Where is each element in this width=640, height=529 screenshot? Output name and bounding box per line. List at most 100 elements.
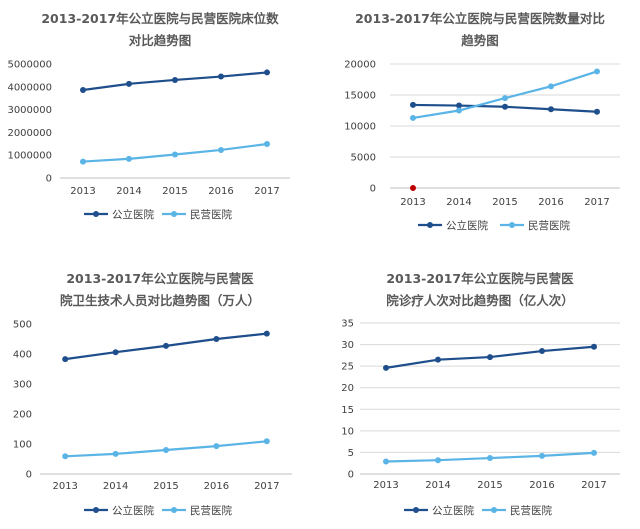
x-tick-label: 2015 bbox=[492, 197, 517, 208]
y-tick-label: 200 bbox=[13, 410, 32, 421]
y-tick-label: 0 bbox=[370, 184, 376, 195]
y-tick-label: 0 bbox=[348, 470, 354, 481]
x-tick-label: 2013 bbox=[373, 480, 398, 491]
x-tick-label: 2017 bbox=[254, 186, 279, 197]
x-tick-label: 2015 bbox=[477, 480, 502, 491]
legend-label-public: 公立医院 bbox=[112, 208, 154, 221]
legend-marker-private bbox=[171, 211, 177, 217]
legend-label-private: 民营医院 bbox=[190, 208, 232, 221]
data-point-private bbox=[126, 155, 132, 162]
legend-label-public: 公立医院 bbox=[112, 504, 154, 517]
chart-title-line1: 2013-2017年公立医院与民营医院床位数 bbox=[41, 11, 279, 26]
data-point-public bbox=[264, 69, 270, 76]
legend-marker-public bbox=[413, 507, 419, 513]
data-point-public bbox=[539, 348, 545, 355]
data-point-private bbox=[112, 450, 119, 457]
chart-title: 2013-2017年公立医院与民营医院床位数 对比趋势图 bbox=[0, 8, 320, 52]
x-tick-label: 2014 bbox=[446, 197, 471, 208]
x-tick-label: 2015 bbox=[162, 186, 187, 197]
data-point-private bbox=[502, 95, 508, 102]
x-tick-label: 2014 bbox=[425, 480, 450, 491]
x-tick-label: 2013 bbox=[70, 186, 95, 197]
data-point-private bbox=[383, 458, 389, 465]
x-tick-label: 2014 bbox=[116, 186, 141, 197]
x-tick-label: 2016 bbox=[208, 186, 233, 197]
data-point-private bbox=[591, 449, 597, 456]
chart-visits: 2013-2017年公立医院与民营医 院诊疗人次对比趋势图（亿人次） 0 5 10 1… bbox=[320, 265, 640, 529]
y-tick-label: 5000 bbox=[351, 153, 376, 164]
data-point-private bbox=[172, 151, 178, 158]
y-tick-label: 35 bbox=[341, 319, 354, 330]
origin-marker bbox=[410, 185, 416, 191]
y-tick-label: 20000 bbox=[344, 60, 376, 71]
y-tick-label: 10000 bbox=[344, 122, 376, 133]
data-point-private bbox=[456, 107, 462, 114]
data-point-public bbox=[435, 356, 441, 363]
legend-label-public: 公立医院 bbox=[432, 504, 474, 517]
data-point-private bbox=[435, 457, 441, 464]
y-tick-label: 1000000 bbox=[7, 151, 52, 162]
legend-marker-public bbox=[93, 507, 99, 513]
data-point-private bbox=[548, 83, 554, 90]
data-point-private bbox=[594, 68, 600, 75]
x-tick-label: 2016 bbox=[538, 197, 563, 208]
data-point-private bbox=[163, 447, 169, 453]
data-point-public bbox=[126, 80, 132, 87]
data-point-public bbox=[172, 76, 178, 83]
data-point-private bbox=[264, 141, 270, 148]
x-tick-label: 2017 bbox=[584, 197, 609, 208]
chart-svg: 0 5 10 15 20 25 30 35 2013 2014 2015 2016 2017 公立医院 民营… bbox=[341, 319, 620, 517]
legend-label-private: 民营医院 bbox=[510, 504, 552, 517]
x-tick-label: 2016 bbox=[529, 480, 554, 491]
chart-svg: 0 100 200 300 400 500 2013 2014 2015 2016 2017 公立医院… bbox=[13, 320, 292, 517]
data-point-public bbox=[80, 86, 86, 93]
data-point-private bbox=[218, 146, 224, 153]
y-tick-label: 30 bbox=[341, 340, 354, 351]
data-point-public bbox=[263, 330, 270, 337]
data-point-public bbox=[594, 108, 600, 115]
chart-svg: 0 5000 10000 15000 20000 2013 2014 2015 2016 2017… bbox=[344, 60, 620, 232]
data-point-public bbox=[163, 342, 169, 349]
chart-title: 2013-2017年公立医院与民营医 院卫生技术人员对比趋势图（万人） bbox=[0, 268, 320, 312]
legend-label-public: 公立医院 bbox=[446, 219, 488, 232]
data-point-public bbox=[487, 354, 493, 361]
x-tick-label: 2016 bbox=[204, 481, 229, 492]
y-tick-label: 5 bbox=[348, 448, 354, 459]
y-tick-label: 20 bbox=[341, 383, 354, 394]
chart-title-line2: 趋势图 bbox=[461, 33, 499, 48]
data-point-public bbox=[213, 336, 220, 342]
chart-title-line1: 2013-2017年公立医院与民营医院数量对比 bbox=[355, 11, 605, 26]
chart-svg: 0 1000000 2000000 3000000 4000000 5000000 2013… bbox=[7, 60, 290, 221]
data-point-private bbox=[62, 453, 69, 460]
y-tick-label: 3000000 bbox=[7, 105, 52, 116]
chart-title-line2: 院诊疗人次对比趋势图（亿人次） bbox=[386, 293, 574, 308]
chart-title-line2: 院卫生技术人员对比趋势图（万人） bbox=[59, 293, 260, 308]
data-point-public bbox=[591, 343, 597, 350]
y-tick-label: 15 bbox=[341, 405, 354, 416]
data-point-public bbox=[62, 356, 69, 363]
y-tick-label: 2000000 bbox=[7, 128, 52, 139]
data-point-public bbox=[410, 101, 416, 108]
data-point-private bbox=[410, 114, 416, 121]
data-point-public bbox=[456, 102, 462, 109]
x-tick-label: 2013 bbox=[400, 197, 425, 208]
data-point-private bbox=[487, 455, 493, 462]
y-tick-label: 100 bbox=[13, 440, 32, 451]
x-tick-label: 2017 bbox=[254, 481, 279, 492]
x-tick-label: 2014 bbox=[103, 481, 128, 492]
chart-title-line1: 2013-2017年公立医院与民营医 bbox=[386, 271, 574, 286]
chart-hospital-count: 2013-2017年公立医院与民营医院数量对比 趋势图 0 5000 10000 15… bbox=[320, 0, 640, 250]
y-tick-label: 4000000 bbox=[7, 82, 52, 93]
chart-beds: 2013-2017年公立医院与民营医院床位数 对比趋势图 0 1000000 200… bbox=[0, 0, 320, 250]
y-tick-label: 0 bbox=[26, 470, 32, 481]
chart-title-line1: 2013-2017年公立医院与民营医 bbox=[66, 271, 254, 286]
data-point-private bbox=[539, 452, 545, 459]
data-point-private bbox=[213, 443, 220, 450]
chart-title: 2013-2017年公立医院与民营医院数量对比 趋势图 bbox=[320, 8, 640, 52]
chart-title: 2013-2017年公立医院与民营医 院诊疗人次对比趋势图（亿人次） bbox=[320, 268, 640, 312]
legend-marker-private bbox=[509, 222, 515, 228]
data-point-public bbox=[112, 349, 119, 356]
chart-technicians: 2013-2017年公立医院与民营医 院卫生技术人员对比趋势图（万人） 0 100… bbox=[0, 265, 320, 529]
y-tick-label: 5000000 bbox=[7, 60, 52, 71]
y-tick-label: 400 bbox=[13, 350, 32, 361]
